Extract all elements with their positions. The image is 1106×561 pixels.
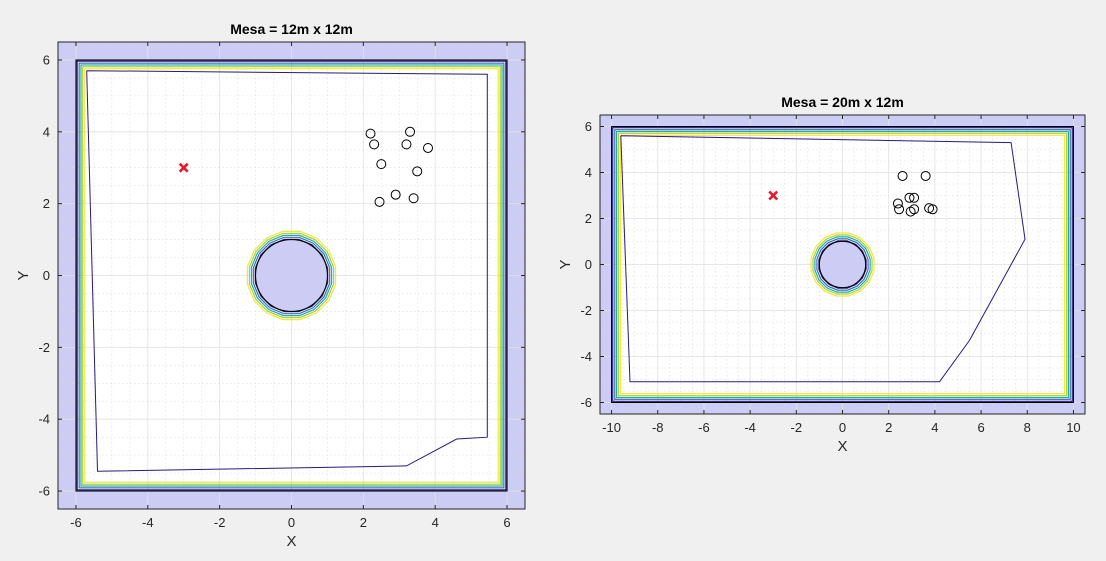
robot-marker [405, 126, 416, 137]
obstacle-circle [818, 240, 867, 289]
x-tick-label: -6 [70, 515, 82, 530]
robot-marker [909, 192, 920, 203]
robot-marker [905, 206, 916, 217]
x-tick-label: -10 [602, 420, 621, 435]
x-tick-label: 6 [503, 515, 510, 530]
x-tick-label: -2 [214, 515, 226, 530]
x-tick-label: 6 [977, 420, 984, 435]
y-tick-label: -2 [38, 340, 50, 355]
obstacle-contour-ring [810, 232, 875, 297]
table-boundary [611, 126, 1074, 403]
robot-marker [892, 198, 903, 209]
y-tick-label: -6 [38, 484, 50, 499]
robot-marker [920, 170, 931, 181]
robot-marker [894, 204, 905, 215]
wall-contour-ring [78, 62, 505, 489]
inner-contour-line [620, 135, 1026, 383]
chart-table-12x12: -6 -4 -2 0 2 4 6 -6 -4 -2 0 2 4 6 Mesa = 12m x 12m X Y [15, 21, 526, 550]
goal-marker [178, 162, 189, 173]
x-tick-label: -6 [698, 420, 710, 435]
x-tick-label: -4 [142, 515, 154, 530]
robot-marker [412, 166, 423, 177]
wall-contour-ring [84, 68, 499, 483]
x-axis-label: X [837, 438, 847, 455]
x-axis-label: X [286, 533, 296, 550]
x-tick-label: 2 [885, 420, 892, 435]
x-tick-label: 8 [1024, 420, 1031, 435]
obstacle-contour-ring [814, 236, 871, 293]
y-tick-label: 2 [585, 211, 592, 226]
goal-marker-stroke [178, 162, 189, 173]
x-tick-label: 10 [1066, 420, 1080, 435]
obstacle-contour-ring [812, 234, 873, 295]
y-tick-label: -4 [38, 412, 50, 427]
y-tick-label: -2 [580, 303, 592, 318]
y-tick-label: -4 [580, 349, 592, 364]
x-tick-label: 0 [288, 515, 295, 530]
obstacle-contour-ring [250, 234, 333, 317]
x-tick-label: -2 [791, 420, 803, 435]
y-tick-label: 0 [585, 257, 592, 272]
wall-contour-ring [614, 129, 1071, 400]
obstacle-contour-ring [816, 238, 869, 291]
chart-title: Mesa = 12m x 12m [230, 21, 353, 37]
robot-marker [390, 189, 401, 200]
robot-marker [904, 192, 915, 203]
wall-contour-ring [619, 134, 1066, 395]
goal-marker [768, 190, 779, 201]
robot-marker [909, 204, 920, 215]
table-boundary [75, 59, 508, 492]
x-tick-label: -8 [652, 420, 664, 435]
chart-table-20x12: -10 -8 -6 -4 -2 0 2 4 6 8 10 -6 -4 -2 0 2 4 6 Mesa = 20m x… [557, 94, 1086, 455]
y-tick-label: 6 [43, 52, 50, 67]
robot-marker [423, 142, 434, 153]
obstacle-contour-ring [252, 236, 331, 315]
y-axis-label: Y [15, 270, 32, 280]
chart-title: Mesa = 20m x 12m [781, 94, 904, 110]
robot-marker [369, 139, 380, 150]
wall-contour-ring [82, 66, 501, 485]
obstacle-contour-ring [248, 232, 335, 319]
x-tick-label: 2 [360, 515, 367, 530]
obstacle-contour-ring [818, 240, 867, 289]
robot-marker [927, 204, 938, 215]
y-tick-label: 4 [585, 165, 592, 180]
x-tick-label: 4 [432, 515, 439, 530]
wall-contour-ring [615, 130, 1070, 399]
robot-marker [897, 170, 908, 181]
wall-contour-ring [80, 64, 503, 487]
x-tick-label: 4 [931, 420, 938, 435]
wall-contour-ring [612, 127, 1073, 402]
robot-marker [408, 193, 419, 204]
wall-contour-ring [617, 132, 1068, 397]
obstacle-contour-ring [246, 230, 337, 321]
y-axis-label: Y [557, 259, 574, 269]
inner-contour-line [86, 70, 488, 472]
y-tick-label: -6 [580, 395, 592, 410]
wall-contour-ring [76, 60, 507, 491]
robot-marker [365, 128, 376, 139]
y-tick-label: 0 [43, 268, 50, 283]
obstacle-circle [255, 239, 328, 312]
y-tick-label: 2 [43, 196, 50, 211]
robot-marker [401, 139, 412, 150]
y-tick-label: 6 [585, 119, 592, 134]
x-tick-label: -4 [744, 420, 756, 435]
robot-marker [376, 159, 387, 170]
y-tick-label: 4 [43, 124, 50, 139]
robot-marker [374, 196, 385, 207]
goal-marker-stroke [768, 190, 779, 201]
x-tick-label: 0 [839, 420, 846, 435]
